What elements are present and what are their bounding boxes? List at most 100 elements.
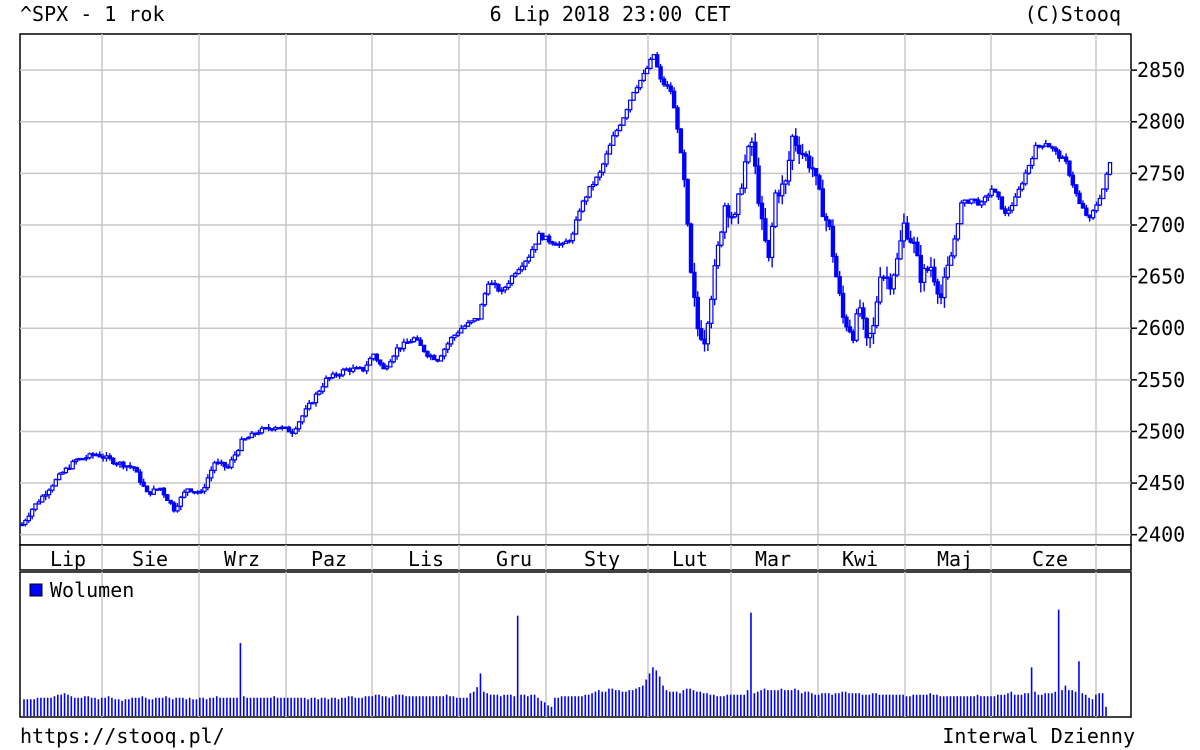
candle-body	[648, 58, 653, 70]
y-tick-label: 2550	[1137, 368, 1185, 392]
candle-body	[445, 343, 450, 350]
candle-body	[83, 457, 89, 460]
candle-body	[489, 282, 494, 286]
candle-body	[783, 180, 788, 185]
candle-body	[1077, 192, 1082, 205]
x-tick-label: Kwi	[842, 547, 878, 571]
candle-body	[482, 293, 488, 306]
candle-body	[111, 457, 116, 465]
candle-body	[976, 199, 981, 206]
candle-body	[499, 289, 505, 292]
candle-body	[344, 368, 349, 371]
candle-body	[310, 402, 315, 405]
candle-body	[448, 337, 454, 345]
candle-body	[404, 341, 410, 344]
candle-body	[1084, 207, 1089, 216]
candle-body	[1074, 184, 1079, 194]
candle-body	[330, 373, 336, 379]
candle-body	[698, 328, 704, 340]
candle-body	[192, 491, 197, 494]
candle-body	[671, 90, 677, 109]
legend-label: Wolumen	[50, 578, 134, 602]
candle-body	[303, 408, 309, 417]
candle-body	[999, 196, 1005, 210]
candle-body	[212, 462, 217, 471]
candle-body	[685, 178, 690, 225]
candle-body	[1016, 188, 1021, 198]
candle-body	[884, 276, 890, 279]
candle-body	[965, 199, 971, 204]
candle-body	[891, 274, 896, 290]
candle-body	[678, 128, 684, 154]
candle-body	[715, 244, 721, 267]
footer-url[interactable]: https://stooq.pl/	[20, 724, 225, 748]
candle-body	[979, 201, 984, 206]
candle-body	[141, 481, 146, 487]
candle-body	[526, 256, 532, 262]
candle-body	[334, 373, 339, 377]
candle-body	[955, 223, 961, 240]
candle-body	[219, 461, 224, 465]
candle-body	[729, 216, 734, 219]
candle-body	[185, 488, 190, 493]
candle-body	[519, 265, 525, 271]
candle-body	[546, 235, 552, 243]
candle-body	[584, 196, 589, 202]
candle-body	[1104, 173, 1109, 190]
candle-body	[851, 331, 856, 341]
candle-body	[1070, 174, 1076, 186]
candle-body	[830, 225, 836, 258]
candle-body	[631, 91, 636, 101]
x-tick-label: Lut	[672, 547, 708, 571]
candle-body	[600, 163, 606, 173]
candle-body	[77, 457, 82, 461]
candle-body	[563, 240, 569, 244]
candle-body	[492, 282, 498, 286]
candle-body	[388, 361, 393, 368]
candle-body	[171, 502, 177, 512]
price-grid	[20, 34, 1131, 545]
candle-body	[766, 239, 771, 259]
candle-body	[557, 243, 562, 246]
candle-body	[401, 341, 407, 350]
candle-body	[151, 488, 156, 495]
candle-body	[94, 453, 99, 457]
candle-body	[67, 467, 72, 471]
candle-body	[175, 505, 180, 512]
candle-body	[425, 350, 430, 357]
candle-body	[1019, 183, 1025, 190]
candle-body	[242, 438, 248, 441]
candle-body	[263, 427, 268, 430]
candle-body	[607, 144, 613, 155]
candle-body	[479, 304, 484, 320]
candle-body	[178, 496, 184, 507]
candle-body	[769, 225, 775, 259]
candle-body	[1046, 143, 1052, 148]
candle-body	[756, 165, 761, 204]
x-tick-label: Mar	[755, 547, 791, 571]
y-tick-label: 2450	[1137, 471, 1185, 495]
candle-body	[438, 355, 444, 362]
candle-body	[796, 144, 802, 154]
price-series	[19, 52, 1113, 527]
candle-body	[1023, 172, 1028, 185]
candle-body	[665, 84, 670, 87]
candle-body	[867, 332, 873, 339]
candle-body	[367, 357, 373, 366]
candle-body	[736, 193, 741, 216]
candle-body	[597, 171, 602, 178]
candle-body	[776, 192, 782, 197]
candle-body	[948, 255, 954, 266]
candle-body	[898, 240, 903, 260]
candle-body	[682, 152, 687, 181]
candle-body	[198, 490, 204, 494]
candle-body	[881, 276, 886, 279]
candle-body	[462, 325, 467, 330]
legend-swatch	[29, 583, 43, 597]
candle-body	[1006, 209, 1011, 214]
candle-body	[455, 332, 461, 336]
candle-body	[874, 301, 880, 327]
candle-body	[269, 428, 275, 431]
candle-body	[266, 427, 271, 430]
